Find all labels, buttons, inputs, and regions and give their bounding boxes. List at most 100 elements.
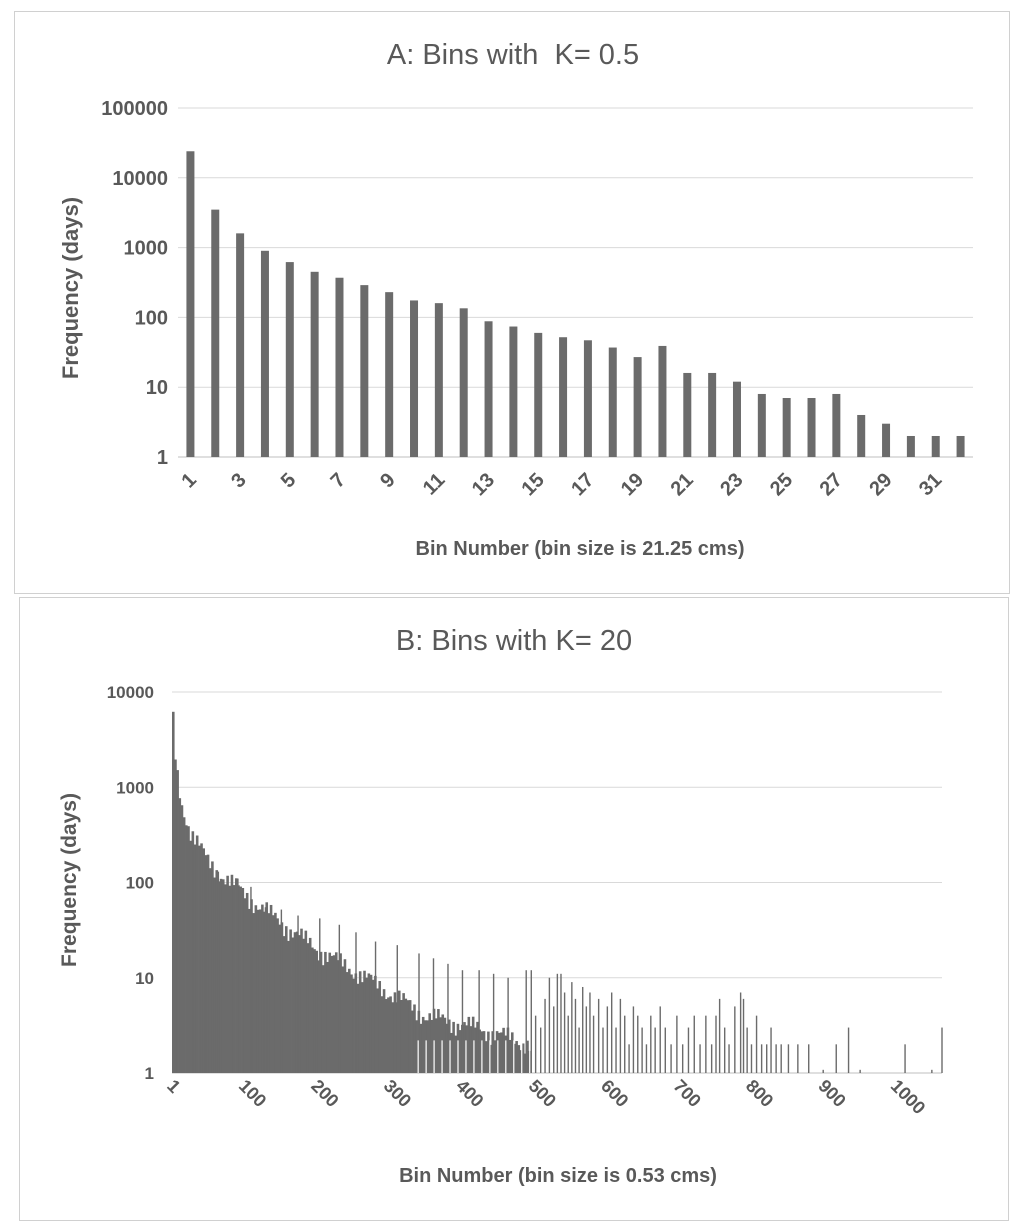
chart-b-x-tick-label: 1 [163, 1076, 184, 1097]
chart-b-y-axis-label: Frequency (days) [58, 793, 81, 967]
chart-b-bar [715, 1015, 717, 1073]
chart-a-bar [658, 345, 667, 457]
chart-b-bar [515, 1041, 518, 1073]
chart-b-bar [338, 924, 341, 1073]
chart-b-empty-bin [433, 1040, 435, 1073]
chart-b-bar [245, 892, 249, 1073]
chart-b-bar [450, 1032, 453, 1073]
chart-a-bar [310, 271, 319, 457]
chart-b-x-tick-label: 500 [525, 1076, 560, 1111]
chart-a-bar [608, 347, 617, 457]
chart-b-y-tick-label: 10 [135, 969, 154, 988]
chart-b-bar [511, 1032, 514, 1073]
chart-b-bar [330, 955, 334, 1073]
chart-b-bar [606, 1006, 609, 1073]
chart-b-empty-bin [441, 1040, 443, 1073]
chart-b-bar [571, 982, 573, 1073]
chart-b-bar [645, 1044, 648, 1073]
chart-b-bar [298, 935, 301, 1073]
chart-b-bar [382, 989, 386, 1073]
chart-b-bar [311, 947, 314, 1073]
chart-b-x-tick-label: 600 [597, 1076, 632, 1111]
chart-b-x-axis-label: Bin Number (bin size is 0.53 cms) [399, 1165, 717, 1187]
chart-a-bar [708, 372, 717, 457]
chart-b-bar [415, 1020, 418, 1073]
chart-a-bar [385, 292, 394, 457]
chart-b-bar [363, 970, 366, 1073]
chart-b-empty-bin [473, 1040, 475, 1073]
chart-b-bar [525, 970, 527, 1073]
chart-b-bar [556, 973, 559, 1073]
chart-b-bar [418, 953, 420, 1073]
chart-b-empty-bin [417, 1040, 419, 1073]
chart-b-bar [615, 1027, 617, 1073]
chart-b-bar [304, 930, 308, 1073]
chart-a-x-tick-label: 9 [376, 469, 399, 492]
chart-b-bar [182, 817, 186, 1073]
chart-b-bar [699, 1044, 701, 1073]
chart-b-bar [393, 992, 397, 1073]
chart-b-bar [659, 1006, 661, 1073]
chart-b-bar [355, 932, 357, 1073]
chart-b-bar [369, 974, 373, 1073]
chart-b-bar [221, 879, 225, 1073]
chart-b-bar [176, 770, 179, 1073]
chart-b-bar [267, 913, 271, 1073]
chart-b-bar [337, 960, 340, 1073]
chart-b-bar [563, 992, 566, 1073]
chart-b-bar [723, 1027, 726, 1073]
chart-b-bar [241, 887, 245, 1073]
chart-b-bar [295, 931, 299, 1073]
chart-b-bar [226, 875, 229, 1073]
chart-b-bar [356, 983, 360, 1073]
chart-a-x-tick-label: 25 [766, 469, 797, 500]
chart-b-bar [847, 1027, 850, 1073]
chart-b-bars [172, 711, 943, 1073]
chart-b-bar [534, 1015, 537, 1073]
chart-b-bar [452, 1021, 455, 1073]
chart-b-bar [521, 1043, 525, 1073]
chart-a-bar [211, 209, 220, 457]
chart-b-bar [256, 909, 260, 1073]
chart-b-y-tick-label: 10000 [107, 683, 154, 702]
chart-b-bar [391, 1002, 395, 1073]
chart-b-bar [526, 1040, 529, 1073]
chart-b-bar [461, 970, 464, 1073]
chart-a-x-tick-label: 31 [915, 469, 946, 500]
chart-b-bar [211, 861, 214, 1073]
chart-b-bar [739, 992, 742, 1073]
chart-b-x-tick-label: 200 [307, 1076, 342, 1111]
chart-b-bar [484, 1041, 488, 1073]
chart-b-bar [432, 958, 435, 1073]
chart-b-bar [497, 1032, 501, 1073]
chart-b-bar [400, 999, 403, 1073]
chart-b-bar [592, 1015, 595, 1073]
chart-b-bar [718, 998, 721, 1073]
chart-b-bar [585, 1006, 588, 1073]
chart-b-bar [202, 848, 205, 1073]
chart-b-bar [624, 1015, 626, 1073]
chart-b-bar [254, 905, 258, 1073]
chart-b-bar [274, 912, 277, 1073]
chart-b-bar [424, 1020, 427, 1073]
chart-a-x-ticks: 1 3 5 7 9 11 13 15 17 19 21 23 25 27 29 31 [178, 469, 947, 500]
chart-b-y-tick-label: 1 [145, 1064, 154, 1083]
chart-b-bar [341, 966, 345, 1073]
chart-b-bar [471, 1016, 475, 1073]
chart-b-bar [434, 1018, 438, 1073]
chart-b-bar [495, 1031, 499, 1073]
chart-panel-b: 1 10 100 1000 10000 1 100 200 300 400 500 600 700 80… [19, 597, 1009, 1221]
chart-b-bar [376, 988, 379, 1073]
chart-b-bar [224, 884, 227, 1073]
chart-b-bar [742, 998, 745, 1073]
chart-b-bar [637, 1015, 639, 1073]
chart-a-bar [360, 285, 369, 457]
chart-b-x-tick-label: 400 [452, 1076, 487, 1111]
chart-b-bar [904, 1044, 906, 1073]
chart-b-bar [710, 1044, 713, 1073]
chart-b-bar [302, 938, 305, 1073]
chart-b-bar [582, 986, 584, 1073]
chart-a-y-tick-label: 100000 [101, 98, 168, 120]
chart-b-empty-bin [465, 1040, 467, 1073]
